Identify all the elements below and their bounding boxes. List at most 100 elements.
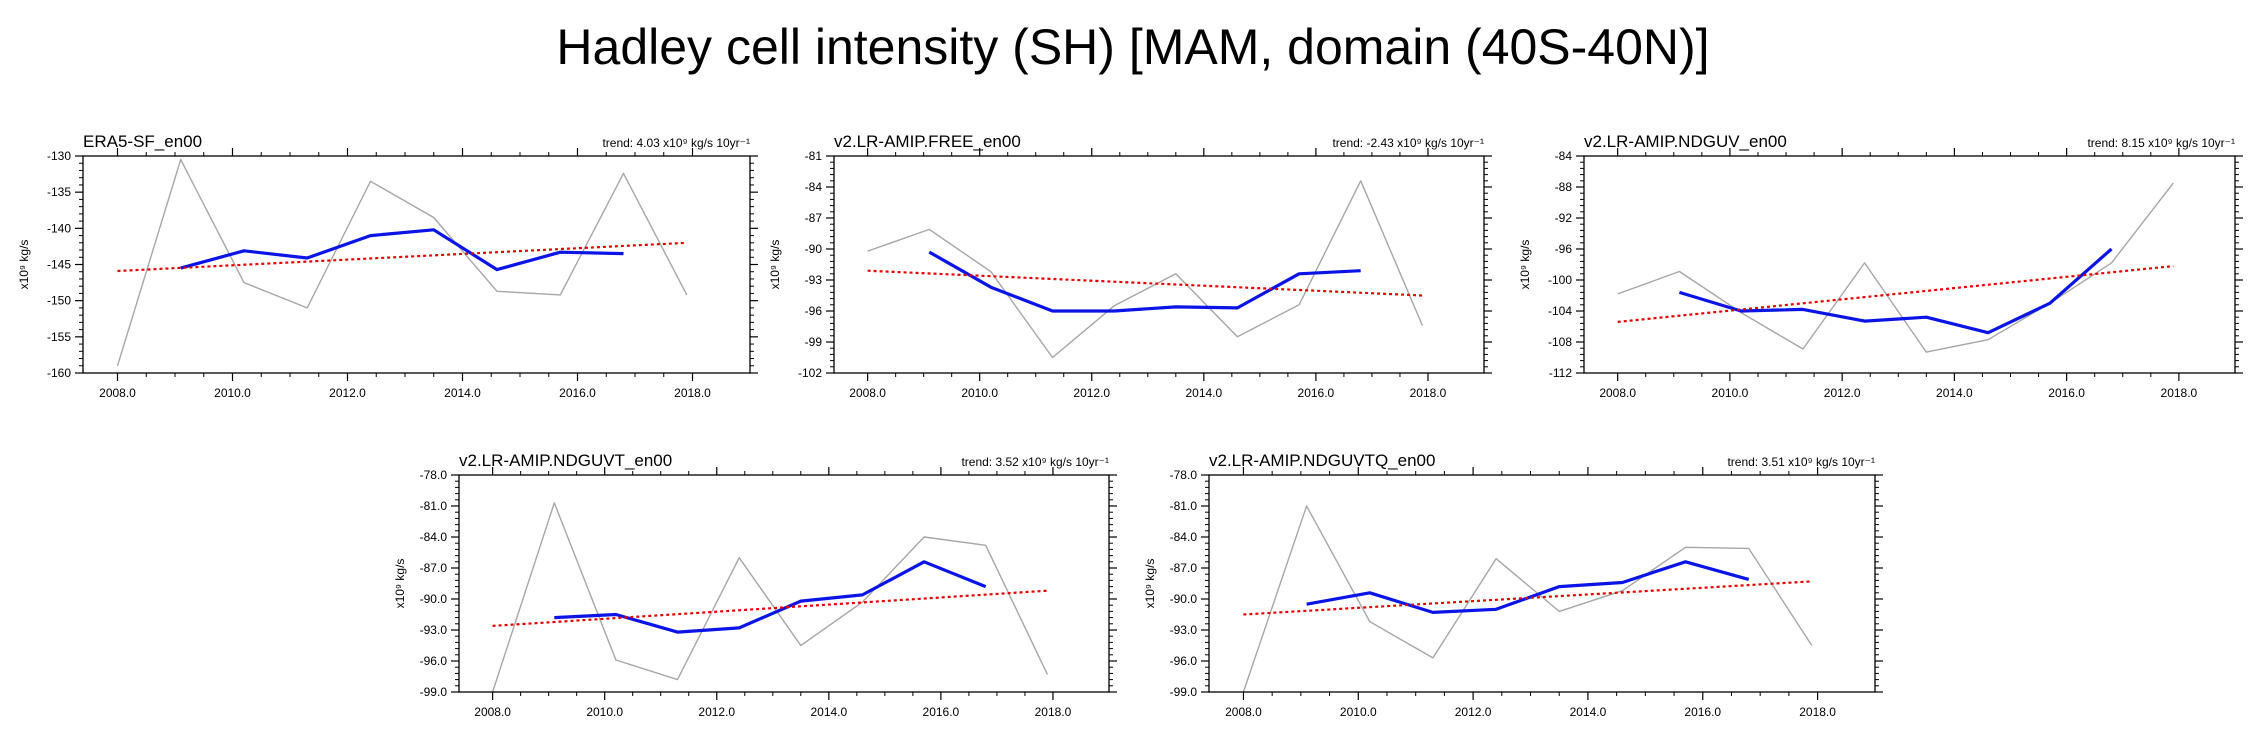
x-tick-label: 2012.0 — [698, 705, 735, 719]
y-tick-label: -108 — [1548, 335, 1572, 349]
y-tick-label: -140 — [47, 221, 71, 235]
y-tick-label: -99.0 — [1170, 685, 1198, 699]
y-tick-label: -99.0 — [420, 685, 448, 699]
panels-group: ERA5-SF_en00 trend: 4.03 x10⁹ kg/s 10yr⁻¹… — [17, 132, 2243, 719]
y-tick-label: -90.0 — [1170, 592, 1198, 606]
y-tick-label: -90.0 — [420, 592, 448, 606]
panel-title: v2.LR-AMIP.NDGUV_en00 — [1584, 132, 1787, 151]
x-tick-label: 2014.0 — [1936, 386, 1973, 400]
x-tick-label: 2008.0 — [1599, 386, 1636, 400]
y-tick-label: -87.0 — [1170, 561, 1198, 575]
x-tick-label: 2018.0 — [1035, 705, 1072, 719]
y-tick-label: -145 — [47, 258, 71, 272]
series-line-trend — [1617, 265, 2174, 323]
x-tick-label: 2010.0 — [1340, 705, 1377, 719]
chart-panel-3: v2.LR-AMIP.NDGUV_en00 trend: 8.15 x10⁹ kg… — [1518, 132, 2243, 400]
y-tick-label: -93.0 — [420, 623, 448, 637]
series-line-annual — [116, 158, 688, 367]
x-tick-label: 2014.0 — [444, 386, 481, 400]
x-tick-label: 2010.0 — [586, 705, 623, 719]
plot-frame — [1583, 155, 2236, 374]
y-tick-label: -93 — [805, 273, 823, 287]
trend-annotation: trend: -2.43 x10⁹ kg/s 10yr⁻¹ — [1332, 136, 1484, 150]
x-tick-label: 2018.0 — [674, 386, 711, 400]
series-group — [116, 158, 688, 367]
y-axis-label: x10⁹ kg/s — [1518, 240, 1532, 290]
y-tick-label: -96 — [1555, 242, 1573, 256]
plot-frame — [833, 155, 1485, 374]
trend-annotation: trend: 8.15 x10⁹ kg/s 10yr⁻¹ — [2087, 136, 2235, 150]
x-tick-label: 2016.0 — [2048, 386, 2085, 400]
x-tick-label: 2016.0 — [559, 386, 596, 400]
y-tick-label: -93.0 — [1170, 623, 1198, 637]
x-tick-label: 2014.0 — [1570, 705, 1607, 719]
y-tick-label: -81.0 — [1170, 499, 1198, 513]
series-line-smoothed — [928, 250, 1361, 313]
y-tick-label: -84.0 — [420, 530, 448, 544]
x-tick-label: 2008.0 — [849, 386, 886, 400]
x-tick-label: 2010.0 — [961, 386, 998, 400]
y-tick-label: -112 — [1549, 366, 1572, 380]
series-group — [1617, 182, 2174, 353]
y-axis-label: x10⁹ kg/s — [1143, 559, 1157, 609]
series-line-annual — [1617, 182, 2174, 353]
x-tick-label: 2010.0 — [214, 386, 251, 400]
trend-annotation: trend: 3.51 x10⁹ kg/s 10yr⁻¹ — [1727, 455, 1875, 469]
y-tick-label: -99 — [805, 335, 823, 349]
series-line-annual — [491, 502, 1049, 692]
x-tick-label: 2012.0 — [1455, 705, 1492, 719]
y-tick-label: -81.0 — [420, 499, 448, 513]
y-axis-label: x10⁹ kg/s — [393, 559, 407, 609]
x-tick-label: 2012.0 — [329, 386, 366, 400]
series-group — [1242, 505, 1813, 692]
y-tick-label: -90 — [805, 242, 823, 256]
y-tick-label: -96 — [805, 304, 823, 318]
panel-title: v2.LR-AMIP.NDGUVTQ_en00 — [1209, 451, 1435, 470]
y-axis-label: x10⁹ kg/s — [768, 240, 782, 290]
x-tick-label: 2018.0 — [1799, 705, 1836, 719]
y-tick-label: -135 — [47, 185, 71, 199]
series-line-trend — [492, 589, 1048, 627]
y-tick-label: -78.0 — [1170, 468, 1198, 482]
x-tick-label: 2016.0 — [1684, 705, 1721, 719]
panel-title: v2.LR-AMIP.NDGUVT_en00 — [459, 451, 672, 470]
series-line-smoothed — [1678, 247, 2113, 335]
y-tick-label: -78.0 — [420, 468, 448, 482]
chart-panel-1: ERA5-SF_en00 trend: 4.03 x10⁹ kg/s 10yr⁻¹… — [17, 132, 758, 400]
x-tick-label: 2008.0 — [99, 386, 136, 400]
x-tick-label: 2008.0 — [474, 705, 511, 719]
series-line-smoothed — [554, 560, 987, 634]
series-line-annual — [867, 180, 1424, 359]
plot-frame — [1208, 474, 1876, 693]
series-line-trend — [117, 241, 687, 273]
y-tick-label: -84 — [805, 180, 823, 194]
y-tick-label: -150 — [47, 294, 71, 308]
series-line-trend — [867, 269, 1423, 297]
series-line-trend — [1243, 580, 1812, 616]
y-tick-label: -92 — [1555, 211, 1573, 225]
y-tick-label: -96.0 — [420, 654, 448, 668]
series-group — [491, 502, 1049, 692]
trend-annotation: trend: 3.52 x10⁹ kg/s 10yr⁻¹ — [961, 455, 1109, 469]
y-tick-label: -81 — [805, 149, 823, 163]
plot-frame — [82, 155, 751, 374]
chart-panel-4: v2.LR-AMIP.NDGUVT_en00 trend: 3.52 x10⁹ k… — [393, 451, 1117, 719]
x-tick-label: 2016.0 — [923, 705, 960, 719]
x-tick-label: 2012.0 — [1073, 386, 1110, 400]
x-tick-label: 2016.0 — [1298, 386, 1335, 400]
x-tick-label: 2018.0 — [2161, 386, 2198, 400]
series-line-annual — [1242, 505, 1813, 692]
series-line-smoothed — [180, 228, 624, 272]
y-tick-label: -84.0 — [1170, 530, 1198, 544]
y-tick-label: -100 — [1548, 273, 1572, 287]
plot-frame — [458, 474, 1110, 693]
figure-title: Hadley cell intensity (SH) [MAM, domain … — [556, 19, 1709, 75]
x-tick-label: 2008.0 — [1225, 705, 1262, 719]
y-tick-label: -87 — [805, 211, 823, 225]
x-tick-label: 2018.0 — [1410, 386, 1447, 400]
x-tick-label: 2014.0 — [810, 705, 847, 719]
x-tick-label: 2014.0 — [1185, 386, 1222, 400]
y-axis-label: x10⁹ kg/s — [17, 240, 31, 290]
chart-panel-5: v2.LR-AMIP.NDGUVTQ_en00 trend: 3.51 x10⁹ … — [1143, 451, 1883, 719]
